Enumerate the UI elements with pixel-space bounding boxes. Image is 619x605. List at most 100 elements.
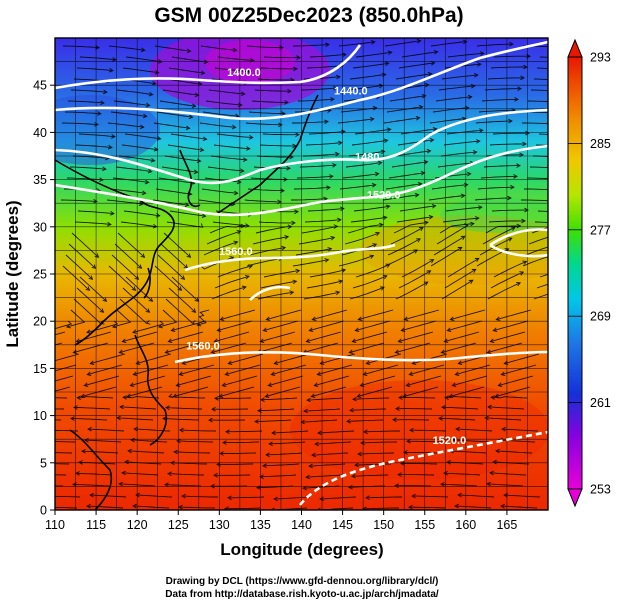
streamline-arrowhead xyxy=(507,237,513,242)
streamline-arrowhead xyxy=(510,226,516,231)
streamline xyxy=(121,144,158,151)
streamline-arrowhead xyxy=(555,45,559,49)
streamline-arrowhead xyxy=(133,426,138,432)
streamline-arrowhead xyxy=(39,440,43,444)
streamline-arrowhead xyxy=(233,190,239,196)
streamline-arrowhead xyxy=(286,166,291,171)
streamline xyxy=(315,441,352,445)
streamline-arrowhead xyxy=(324,119,329,125)
streamline xyxy=(441,406,479,410)
streamline-arrowhead xyxy=(371,182,377,188)
streamline-arrowhead xyxy=(330,235,336,241)
streamline-arrowhead xyxy=(118,481,123,487)
streamline-arrowhead xyxy=(394,349,400,354)
streamline-arrowhead xyxy=(222,440,227,445)
streamline-arrowhead xyxy=(423,159,429,165)
streamline-arrowhead xyxy=(240,91,246,97)
streamline xyxy=(55,386,71,392)
y-tick-label: 20 xyxy=(33,315,47,329)
contour-1560-north xyxy=(184,243,396,272)
x-tick-label: 150 xyxy=(373,518,394,532)
streamline xyxy=(201,188,238,194)
map-plot: 1400.0 1440.0 1480 1520.0 1560.0 1560.0 1520.0 xyxy=(27,38,560,510)
streamline-arrowhead xyxy=(457,492,462,498)
streamline-arrowhead xyxy=(354,462,359,468)
streamline-arrowhead xyxy=(162,416,167,421)
streamline-arrowhead xyxy=(86,329,92,334)
streamline xyxy=(165,78,202,85)
streamline-arrowhead xyxy=(327,108,332,113)
streamline-arrowhead xyxy=(224,371,230,376)
streamline xyxy=(345,162,382,168)
streamline-arrowhead xyxy=(524,207,529,213)
streamline-arrowhead xyxy=(191,103,197,109)
streamline xyxy=(136,494,173,498)
streamline-arrowhead xyxy=(213,473,218,478)
streamline-arrowhead xyxy=(72,349,78,354)
streamline xyxy=(444,269,477,289)
streamline-arrowhead xyxy=(416,238,421,243)
streamline xyxy=(352,275,387,289)
streamline xyxy=(165,298,193,324)
streamline-arrowhead xyxy=(460,193,466,199)
streamline-arrowhead xyxy=(503,492,508,498)
streamline xyxy=(125,56,162,63)
streamline-arrowhead xyxy=(27,350,31,354)
streamline xyxy=(217,56,254,61)
streamline-arrowhead xyxy=(452,437,457,443)
streamline xyxy=(493,55,531,58)
streamline xyxy=(441,279,474,300)
streamline xyxy=(68,243,96,269)
streamline-arrowhead xyxy=(408,504,413,510)
streamline xyxy=(492,132,529,135)
streamline-arrowhead xyxy=(271,430,276,436)
y-tick-label: 5 xyxy=(40,456,47,470)
streamline-arrowhead xyxy=(129,382,135,387)
streamline-arrowhead xyxy=(289,290,295,295)
streamline-arrowhead xyxy=(156,136,162,141)
streamline-arrowhead xyxy=(177,286,183,291)
streamline-arrowhead xyxy=(478,205,483,210)
x-tick-label: 165 xyxy=(496,518,517,532)
streamline xyxy=(123,210,160,217)
streamline-arrowhead xyxy=(556,188,560,192)
streamline xyxy=(122,472,159,476)
y-tick-label: 10 xyxy=(33,409,47,423)
streamline xyxy=(440,483,478,487)
streamline xyxy=(300,87,337,91)
streamline xyxy=(256,155,294,158)
streamline xyxy=(496,309,532,321)
streamline xyxy=(266,309,302,321)
streamline xyxy=(360,375,396,387)
streamline-arrowhead xyxy=(202,136,208,142)
x-tick-label: 115 xyxy=(86,518,106,532)
streamline-arrowhead xyxy=(494,393,500,398)
streamline-arrowhead xyxy=(500,371,506,376)
streamline-arrowhead xyxy=(385,263,391,268)
streamline xyxy=(346,419,384,422)
streamline xyxy=(428,195,465,201)
streamline xyxy=(260,331,296,343)
streamline-arrowhead xyxy=(470,221,475,227)
streamline-arrowhead xyxy=(38,383,42,387)
streamline xyxy=(112,177,149,183)
streamline xyxy=(479,237,512,256)
streamline xyxy=(477,186,514,190)
streamline xyxy=(197,309,210,326)
streamline-arrowhead xyxy=(132,329,138,334)
streamline xyxy=(113,100,150,106)
streamline-arrowhead xyxy=(406,439,411,444)
streamline-arrowhead xyxy=(405,382,411,387)
streamline-arrowhead xyxy=(199,147,205,153)
streamline xyxy=(342,173,379,179)
streamline-arrowhead xyxy=(308,463,313,469)
streamline xyxy=(220,452,257,454)
streamline-arrowhead xyxy=(372,105,378,111)
streamline xyxy=(489,143,526,146)
streamline xyxy=(167,144,204,151)
streamline-arrowhead xyxy=(423,281,429,286)
streamline-arrowhead xyxy=(313,382,319,387)
streamline xyxy=(485,225,521,234)
streamline-arrowhead xyxy=(471,268,477,274)
streamline-arrowhead xyxy=(408,371,414,376)
